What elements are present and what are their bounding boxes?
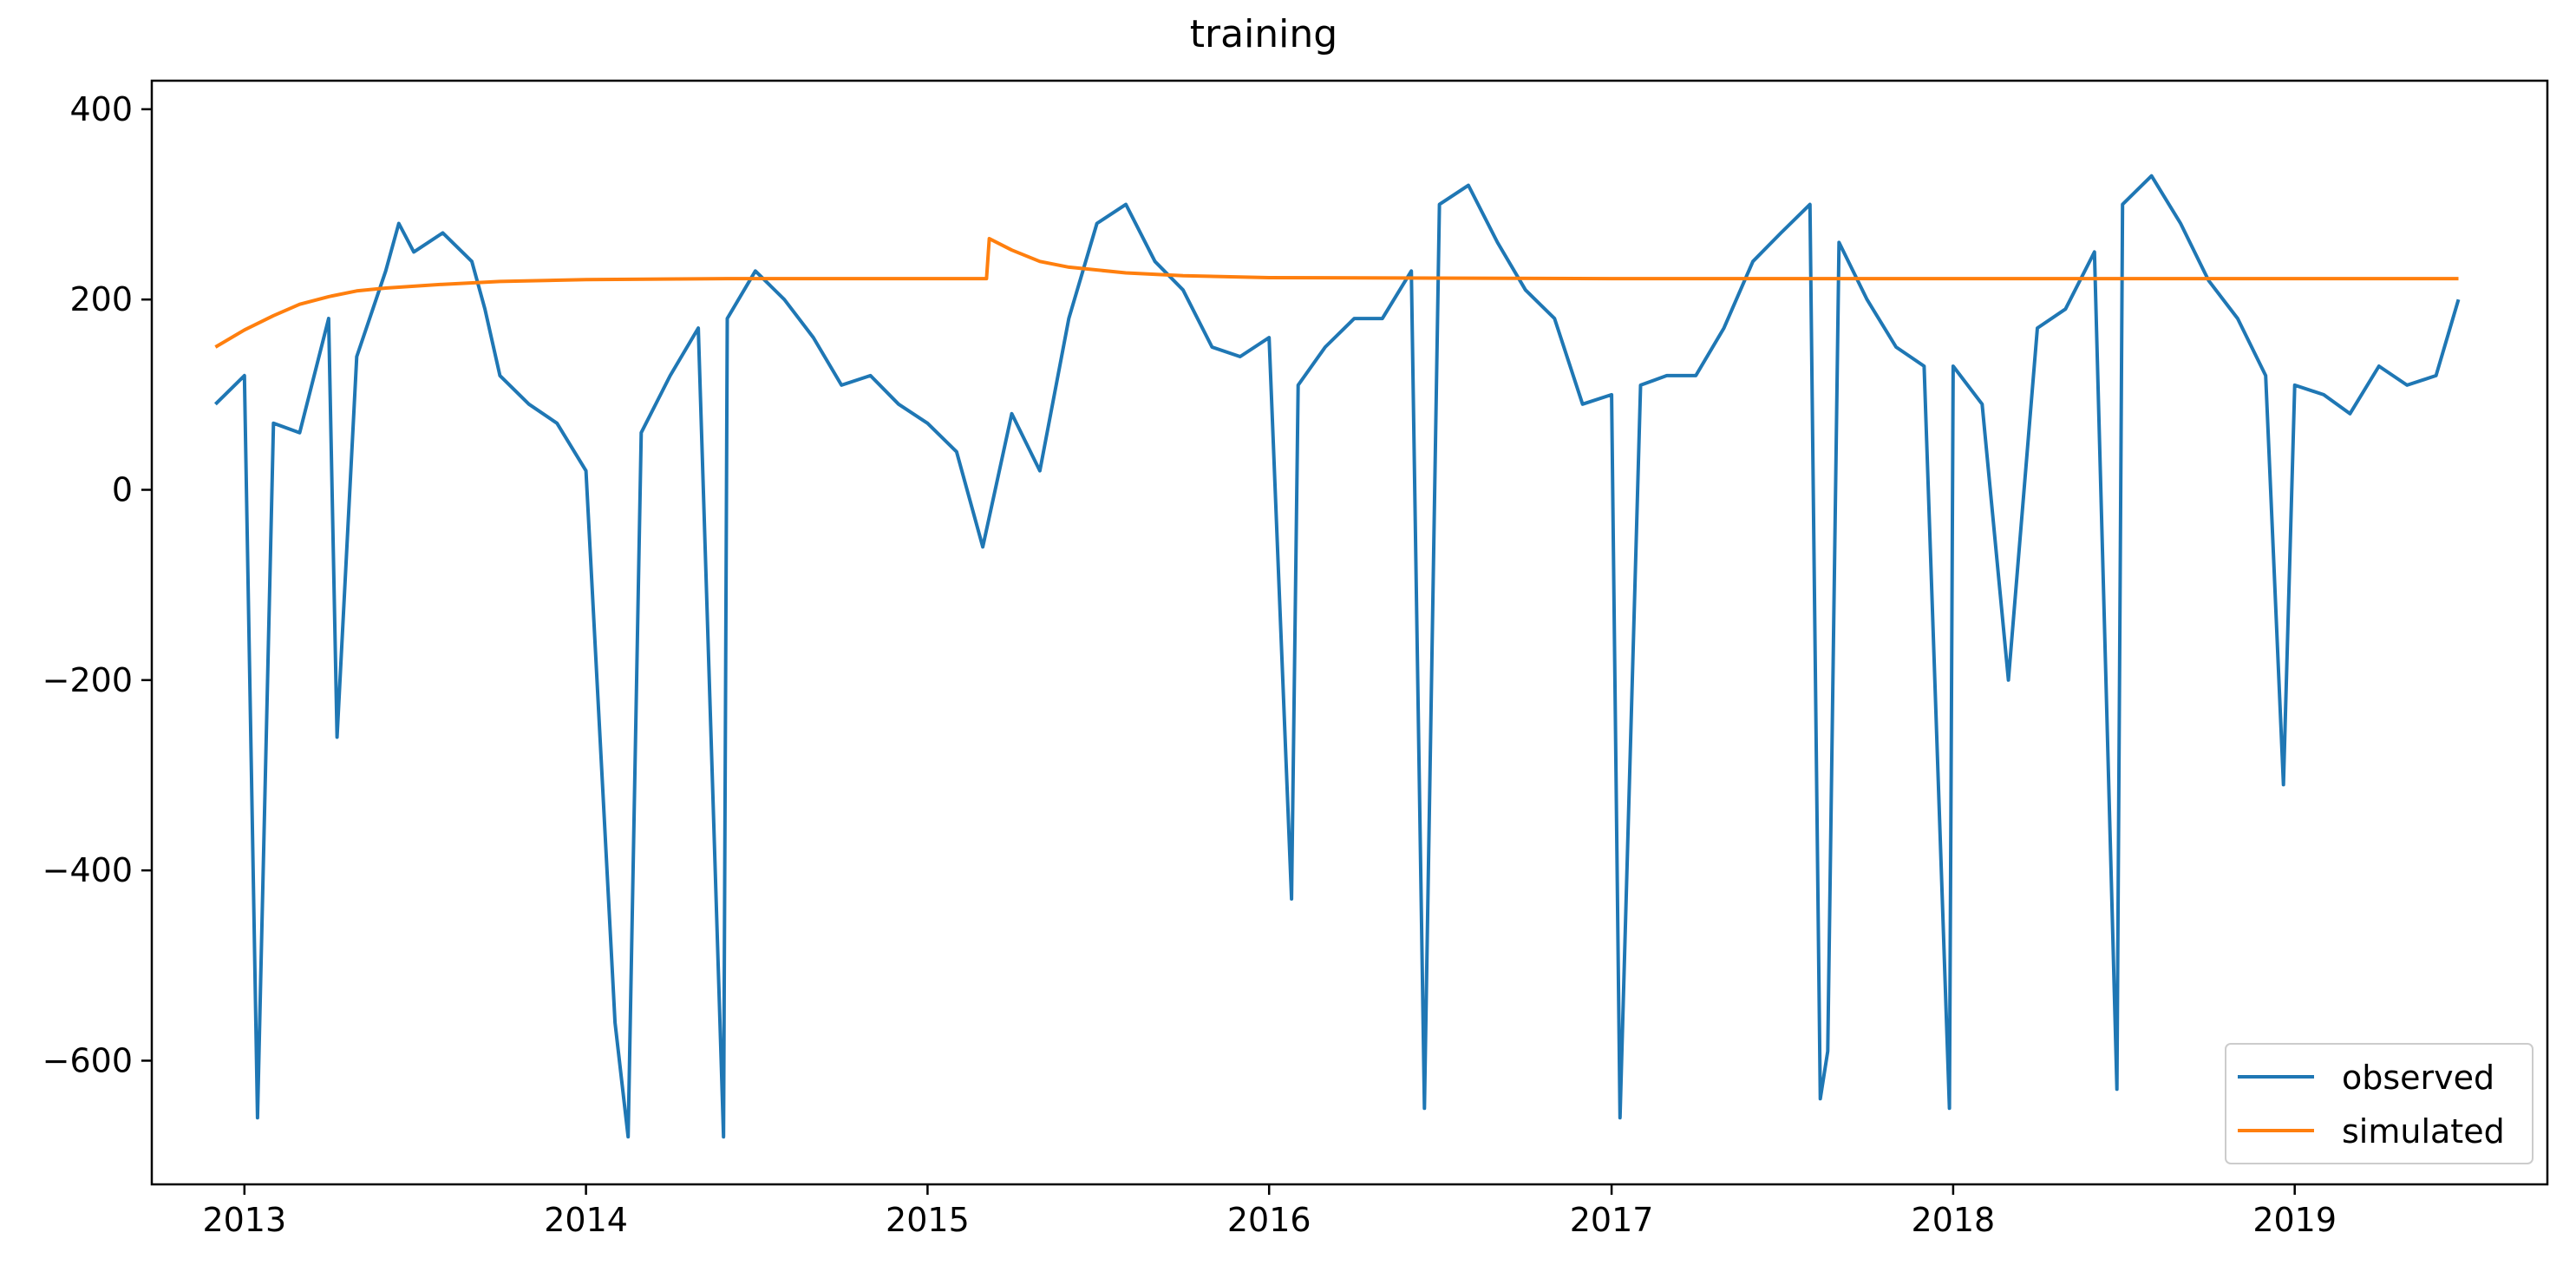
x-tick-label: 2013 [202, 1201, 286, 1239]
legend-frame [2225, 1043, 2534, 1164]
x-tick-label: 2017 [1570, 1201, 1654, 1239]
x-tick-label: 2018 [1912, 1201, 1996, 1239]
y-tick-label: −400 [42, 851, 133, 889]
legend: observed simulated [2225, 1043, 2534, 1164]
y-tick-label: 400 [69, 90, 133, 128]
series-line-observed [213, 174, 2461, 1139]
x-tick-label: 2015 [886, 1201, 970, 1239]
chart-title: training [1189, 12, 1338, 56]
series-line-simulated [214, 237, 2459, 349]
x-tick-label: 2016 [1227, 1201, 1311, 1239]
legend-label-observed: observed [2342, 1059, 2494, 1097]
plot-frame [150, 79, 2549, 1186]
y-tick-label: −200 [42, 661, 133, 699]
x-tick-label: 2014 [544, 1201, 628, 1239]
x-tick-label: 2019 [2252, 1201, 2337, 1239]
legend-label-simulated: simulated [2342, 1112, 2505, 1151]
y-tick-label: 200 [69, 280, 133, 318]
y-tick-label: 0 [112, 471, 133, 509]
plot-area [213, 174, 2461, 1139]
y-axis: 400 200 0 −200 −400 −600 [42, 90, 152, 1079]
x-axis: 2013 2014 2015 2016 2017 2018 2019 [202, 1184, 2337, 1239]
y-tick-label: −600 [42, 1041, 133, 1079]
